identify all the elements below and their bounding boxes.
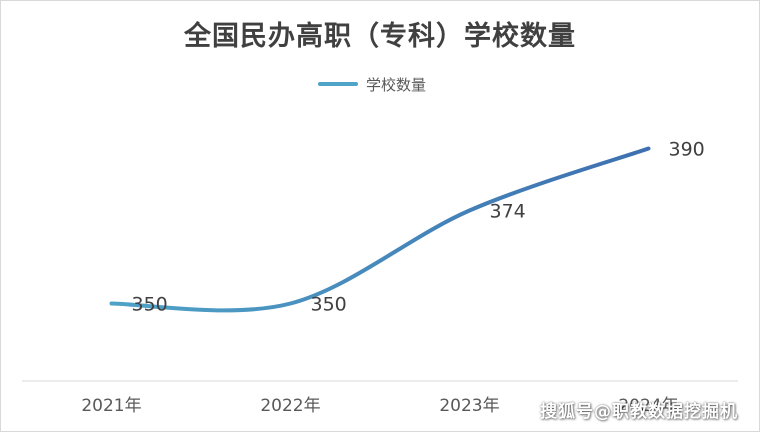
data-label: 390: [669, 139, 705, 161]
chart-legend: 学校数量: [318, 73, 426, 95]
data-label: 350: [311, 294, 347, 316]
x-tick-label: 2021年: [81, 396, 141, 416]
watermark: 搜狐号@职教数据挖掘机: [540, 402, 738, 422]
legend-label: 学校数量: [366, 75, 427, 94]
x-tick-label: 2022年: [260, 396, 320, 416]
x-tick-label: 2023年: [439, 396, 499, 416]
data-label: 350: [132, 294, 168, 316]
x-tick-label: 2024年: [618, 396, 678, 416]
chart-title: 全国民办高职（专科）学校数量: [184, 21, 576, 52]
legend-swatch: [318, 82, 358, 86]
series-line: [109, 146, 651, 313]
data-label: 374: [490, 201, 526, 223]
